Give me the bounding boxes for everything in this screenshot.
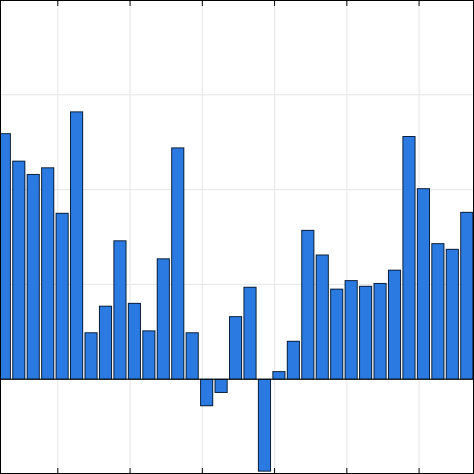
bar: [416, 188, 430, 380]
bar: [344, 280, 358, 380]
bar: [127, 302, 141, 380]
bar: [214, 378, 228, 393]
bar: [272, 371, 286, 380]
bar: [113, 240, 127, 380]
bars: [0, 111, 474, 472]
bar: [26, 173, 40, 380]
bar: [431, 243, 445, 380]
bar: [0, 133, 11, 380]
bar: [243, 286, 257, 380]
bar: [286, 340, 300, 380]
bar: [84, 332, 98, 380]
bar: [55, 212, 69, 380]
bar: [98, 305, 113, 380]
bar: [70, 111, 84, 380]
bar: [257, 378, 272, 472]
bar: [41, 167, 55, 380]
bar: [315, 254, 329, 380]
bar: [445, 248, 459, 380]
bar: [171, 147, 185, 380]
bar: [228, 316, 243, 380]
bar: [156, 258, 170, 380]
bar: [185, 332, 199, 380]
bar: [373, 282, 387, 380]
bar: [200, 378, 214, 407]
bar: [330, 288, 344, 380]
bar: [387, 269, 402, 380]
bar: [402, 136, 416, 380]
bar: [460, 211, 474, 380]
bar: [142, 330, 156, 380]
bar: [12, 160, 26, 380]
bar: [359, 285, 373, 380]
bar: [301, 229, 315, 380]
